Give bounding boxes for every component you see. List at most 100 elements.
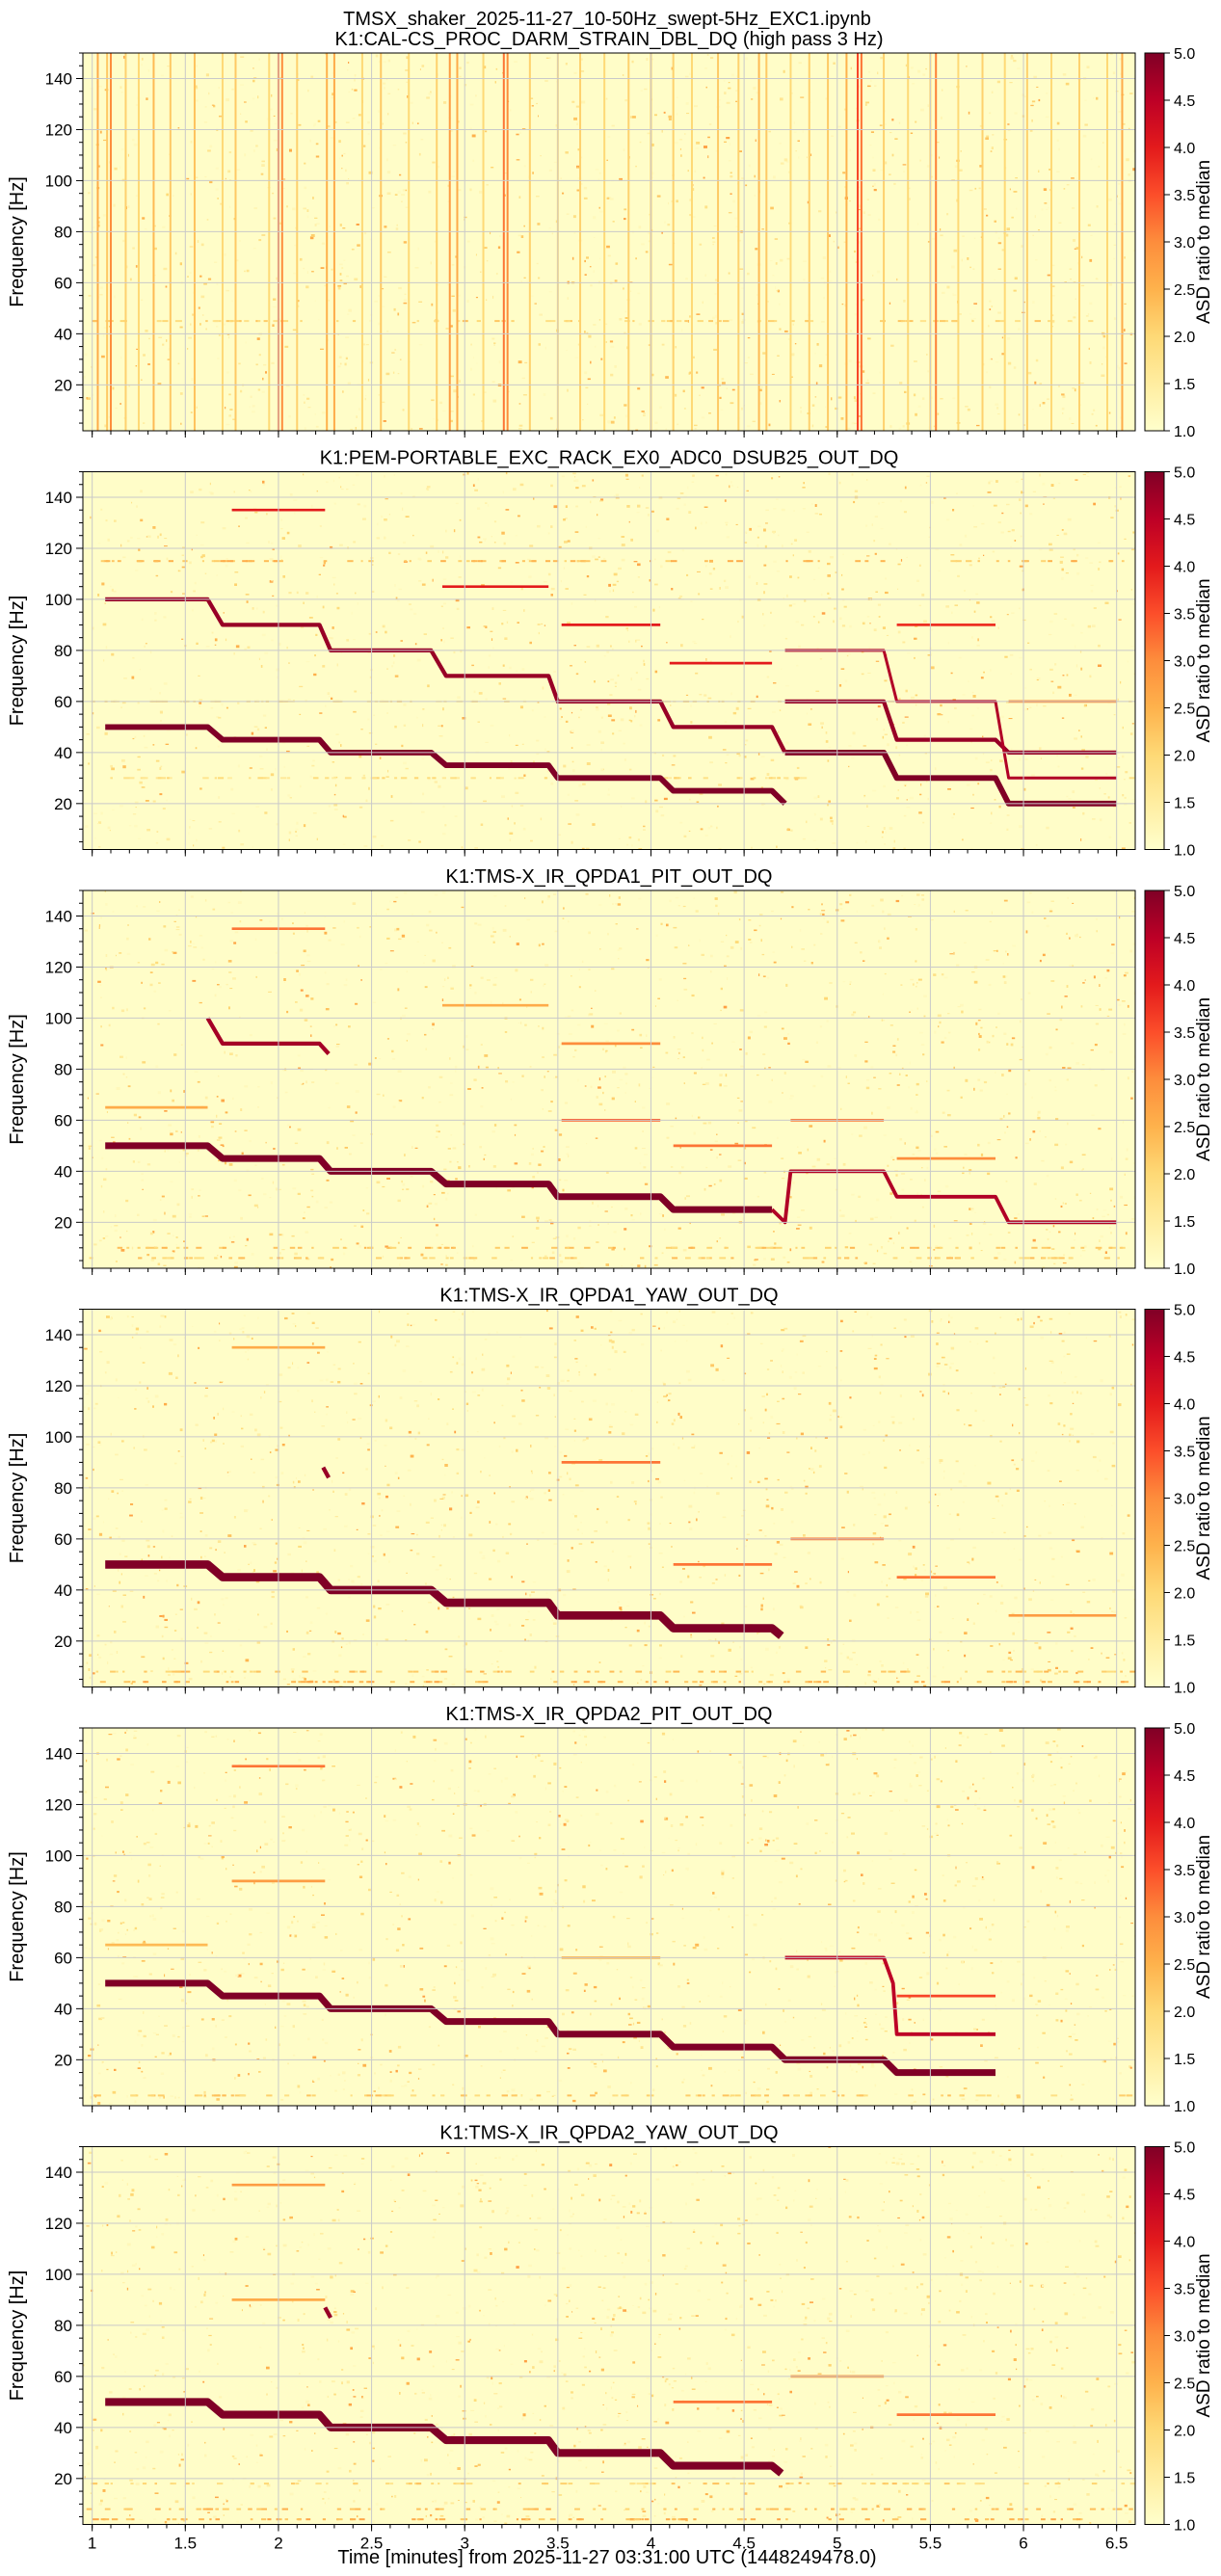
- noise-speckle: [296, 969, 299, 972]
- noise-speckle: [741, 287, 745, 289]
- noise-speckle: [559, 707, 562, 710]
- noise-speckle: [385, 962, 388, 965]
- noise-speckle: [993, 950, 997, 952]
- noise-speckle: [178, 909, 180, 911]
- noise-speckle: [1110, 1232, 1112, 1235]
- noise-speckle: [163, 925, 167, 928]
- noise-speckle: [832, 822, 834, 825]
- noise-speckle: [1082, 982, 1085, 984]
- noise-speckle: [264, 651, 269, 654]
- noise-row-segment: [565, 1246, 570, 1249]
- noise-speckle: [971, 691, 974, 694]
- noise-speckle: [329, 695, 331, 698]
- noise-speckle: [647, 132, 650, 135]
- noise-speckle: [977, 783, 980, 785]
- noise-speckle: [400, 1236, 402, 1238]
- noise-speckle: [224, 252, 226, 256]
- noise-speckle: [178, 933, 182, 936]
- noise-speckle: [873, 1076, 876, 1078]
- noise-speckle: [917, 69, 921, 73]
- noise-speckle: [229, 1236, 231, 1239]
- noise-speckle: [250, 130, 253, 132]
- noise-speckle: [761, 385, 763, 388]
- noise-speckle: [763, 528, 766, 532]
- noise-speckle: [219, 115, 223, 118]
- noise-speckle: [335, 733, 339, 735]
- noise-speckle: [127, 205, 130, 208]
- noise-speckle: [1125, 1232, 1128, 1235]
- noise-speckle: [353, 541, 357, 544]
- noise-row-segment: [909, 320, 914, 323]
- noise-speckle: [689, 214, 692, 217]
- noise-speckle: [589, 1220, 592, 1223]
- noise-speckle: [343, 920, 345, 923]
- noise-speckle: [654, 1005, 656, 1007]
- noise-speckle: [580, 183, 583, 185]
- noise-speckle: [845, 901, 850, 904]
- noise-speckle: [491, 381, 495, 384]
- noise-speckle: [105, 903, 108, 906]
- noise-speckle: [1113, 244, 1117, 246]
- noise-speckle: [597, 556, 600, 558]
- noise-speckle: [994, 279, 996, 280]
- noise-speckle: [624, 1091, 626, 1094]
- noise-row-segment: [242, 560, 249, 563]
- noise-speckle: [805, 1060, 809, 1063]
- noise-speckle: [1132, 943, 1135, 945]
- noise-speckle: [603, 1022, 608, 1024]
- noise-speckle: [621, 536, 625, 538]
- noise-speckle: [518, 515, 520, 518]
- noise-speckle: [1098, 165, 1101, 168]
- noise-row-segment: [880, 560, 886, 563]
- y-tick-label: 100: [45, 172, 72, 190]
- noise-speckle: [995, 403, 999, 406]
- noise-speckle: [120, 92, 123, 93]
- noise-speckle: [598, 1077, 601, 1081]
- noise-speckle: [719, 1074, 723, 1076]
- noise-speckle: [100, 1184, 103, 1188]
- noise-speckle: [1020, 535, 1022, 538]
- noise-speckle: [1084, 839, 1086, 841]
- noise-speckle: [669, 899, 672, 903]
- noise-speckle: [362, 518, 366, 520]
- noise-speckle: [195, 916, 198, 918]
- noise-speckle: [315, 425, 319, 428]
- noise-speckle: [573, 232, 576, 234]
- noise-speckle: [284, 1091, 288, 1094]
- noise-speckle: [971, 714, 974, 717]
- noise-speckle: [516, 159, 520, 161]
- noise-row-segment: [344, 777, 352, 780]
- noise-speckle: [926, 475, 930, 477]
- noise-speckle: [600, 741, 604, 744]
- noise-speckle: [152, 800, 156, 803]
- noise-speckle: [149, 971, 153, 973]
- noise-speckle: [991, 811, 993, 815]
- noise-speckle: [300, 989, 304, 992]
- noise-speckle: [695, 672, 699, 675]
- noise-speckle: [861, 673, 864, 676]
- noise-speckle: [409, 603, 411, 605]
- noise-speckle: [369, 319, 373, 322]
- noise-speckle: [989, 300, 992, 303]
- noise-speckle: [423, 962, 425, 964]
- noise-speckle: [693, 216, 696, 218]
- noise-speckle: [731, 484, 733, 487]
- noise-speckle: [631, 844, 633, 847]
- noise-speckle: [196, 838, 198, 842]
- noise-speckle: [915, 120, 917, 123]
- noise-speckle: [1119, 58, 1123, 61]
- noise-speckle: [1120, 1195, 1124, 1199]
- noise-speckle: [646, 677, 650, 680]
- noise-speckle: [637, 563, 641, 567]
- noise-speckle: [1054, 663, 1057, 666]
- noise-speckle: [387, 769, 389, 773]
- noise-speckle: [683, 408, 686, 410]
- noise-speckle: [190, 940, 192, 943]
- noise-speckle: [492, 941, 495, 943]
- noise-speckle: [188, 336, 192, 339]
- noise-speckle: [1024, 1142, 1029, 1145]
- noise-row-segment: [404, 560, 408, 563]
- noise-speckle: [320, 267, 325, 269]
- noise-speckle: [98, 224, 100, 227]
- noise-speckle: [1032, 234, 1034, 236]
